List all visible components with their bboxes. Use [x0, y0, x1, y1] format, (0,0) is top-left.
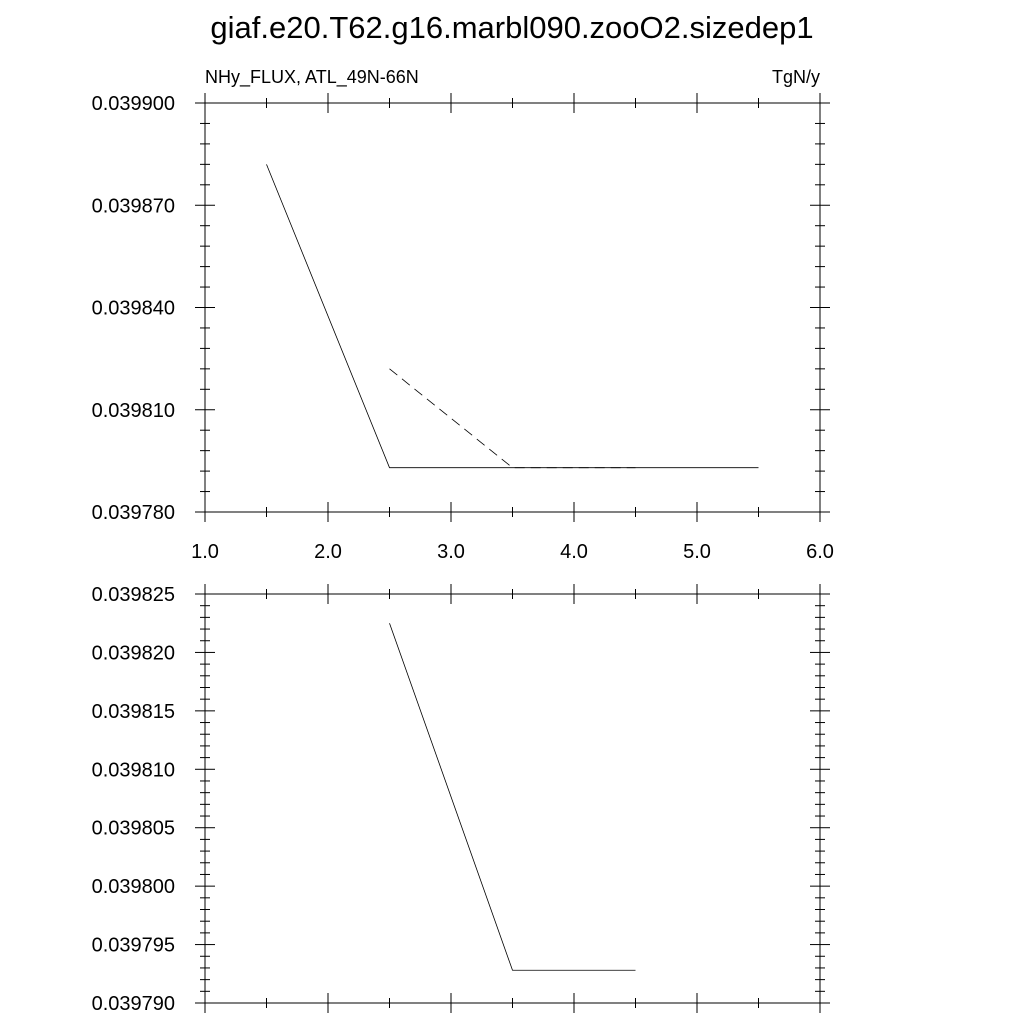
top-x-tick-label: 5.0 — [683, 541, 711, 563]
top-x-tick-label: 4.0 — [560, 541, 588, 563]
top-x-tick-label: 3.0 — [437, 541, 465, 563]
top-plot-frame — [204, 102, 821, 513]
bottom-y-tick-label: 0.039810 — [92, 759, 175, 781]
bottom-y-tick-label: 0.039820 — [92, 642, 175, 664]
bottom-y-tick-label: 0.039800 — [92, 876, 175, 898]
top-left-label: NHy_FLUX, ATL_49N-66N — [205, 67, 419, 88]
bottom-plot-frame — [204, 593, 821, 1004]
top-x-tick-label: 1.0 — [191, 541, 219, 563]
top-y-tick-label: 0.039810 — [92, 400, 175, 422]
bottom-series-solid-line — [389, 623, 636, 971]
bottom-y-tick-label: 0.039825 — [92, 584, 175, 606]
top-series-solid-line — [266, 164, 759, 469]
bottom-y-tick-label: 0.039790 — [92, 993, 175, 1015]
top-chart: NHy_FLUX, ATL_49N-66N TgN/y 1.0 2.0 3.0 4.0… — [92, 67, 834, 563]
top-y-tick-label: 0.039900 — [92, 93, 175, 115]
top-x-tick-label: 6.0 — [806, 541, 834, 563]
top-series-dashed-line — [389, 368, 636, 469]
bottom-ticks — [195, 584, 830, 1013]
top-y-tick-label: 0.039870 — [92, 195, 175, 217]
bottom-y-tick-label: 0.039795 — [92, 935, 175, 957]
main-title: giaf.e20.T62.g16.marbl090.zooO2.sizedep1 — [210, 10, 813, 45]
top-y-tick-label: 0.039780 — [92, 502, 175, 524]
bottom-tick-labels: 0.039790 0.039795 0.039800 0.039805 0.039810… — [92, 584, 175, 1015]
bottom-y-tick-label: 0.039805 — [92, 818, 175, 840]
top-series — [266, 164, 759, 469]
bottom-y-tick-label: 0.039815 — [92, 701, 175, 723]
top-right-label: TgN/y — [772, 67, 820, 87]
top-ticks — [195, 93, 830, 522]
bottom-chart: 0.039790 0.039795 0.039800 0.039805 0.039810… — [92, 584, 830, 1015]
top-tick-labels: 1.0 2.0 3.0 4.0 5.0 6.0 0.039780 0.039810 0.0398… — [92, 93, 834, 563]
top-x-tick-label: 2.0 — [314, 541, 342, 563]
bottom-series — [389, 623, 636, 971]
top-y-tick-label: 0.039840 — [92, 298, 175, 320]
